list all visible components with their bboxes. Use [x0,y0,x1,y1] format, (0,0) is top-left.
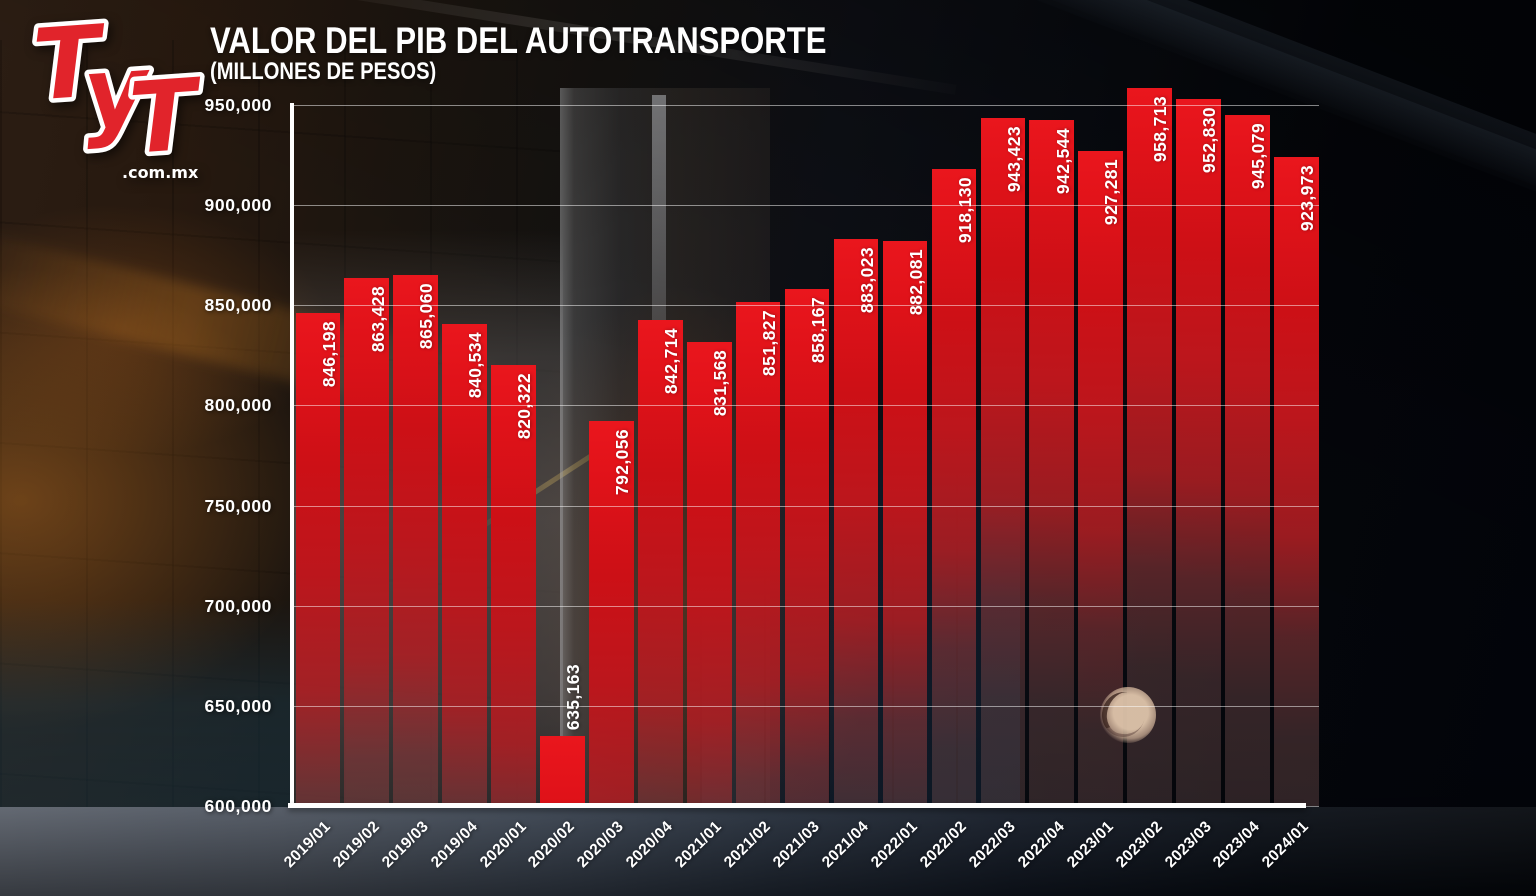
bar-value-text: 846,198 [318,320,339,387]
bar-value-label: 865,060 [393,283,438,379]
logo-letter-t1: T [30,5,112,124]
bar-value-text: 851,827 [758,309,779,376]
bar-value-label: 943,423 [981,126,1026,222]
bar-value-text: 958,713 [1150,95,1171,162]
tyt-logo-graphic: T y T .com.mx [25,0,212,182]
bar [589,421,634,806]
y-axis-tick-label: 650,000 [204,695,272,716]
bar-value-text: 842,714 [661,327,682,394]
bar [980,118,1026,806]
bar-value-text: 831,568 [710,350,731,417]
bar [784,288,830,806]
bar-value-text: 840,534 [465,332,486,399]
bar-value-text: 635,163 [563,663,584,730]
bar-value-text: 923,973 [1297,165,1318,232]
logo-domain: .com.mx [122,163,199,182]
bar-value-label: 792,056 [589,429,634,525]
y-axis-tick-label: 600,000 [204,796,272,816]
x-axis-line [288,803,1306,808]
bar-value-text: 943,423 [1003,126,1024,193]
bar-value-label: 851,827 [736,310,781,406]
bar-value-label: 952,830 [1176,107,1221,203]
tyt-logo: T y T .com.mx [25,0,212,197]
bar [1127,87,1172,806]
bar-value-text: 858,167 [807,296,828,363]
bar-value-text: 792,056 [612,429,633,496]
bar-value-label: 958,713 [1127,96,1172,192]
bar-value-label: 831,568 [687,350,732,446]
bar-value-text: 883,023 [856,247,877,314]
y-axis-tick-label: 750,000 [204,495,272,516]
gridline [293,105,1319,106]
gridline [293,705,1319,707]
bar [1225,114,1270,806]
bar [491,364,536,806]
bar-value-label: 918,130 [932,177,977,273]
bar-value-text: 945,079 [1248,122,1269,189]
bar [931,168,977,806]
bar [540,735,585,806]
bar-value-text: 863,428 [367,286,388,353]
bar-value-label: 883,023 [834,247,879,343]
bar [833,239,879,806]
bar-value-label: 942,544 [1029,128,1074,224]
bar-value-text: 882,081 [905,249,926,316]
bg-layer [0,807,1536,896]
gridline [293,605,1319,607]
bar-value-label: 927,281 [1078,159,1123,255]
y-axis-tick-label: 850,000 [204,295,272,316]
y-axis-tick-label: 900,000 [204,195,272,216]
bar [1176,99,1221,806]
bar-value-text: 865,060 [416,283,437,350]
gridline [293,205,1319,207]
lens-flare [1100,687,1156,743]
bar-value-label: 840,534 [442,332,487,428]
y-axis-tick-label: 700,000 [204,595,272,616]
bar-value-text: 942,544 [1052,127,1073,194]
gridline [293,505,1319,507]
bar-value-label: 842,714 [638,328,683,424]
bar-value-label: 820,322 [491,373,536,469]
bar [638,319,683,806]
logo-letter-t2: T [126,58,208,177]
gridline [293,305,1319,307]
logo-letter-y: y [80,33,156,151]
bar [686,342,732,806]
bar-value-label: 846,198 [296,321,341,417]
bar-value-text: 820,322 [514,372,535,439]
bar [1029,119,1075,806]
bar-value-label: 945,079 [1225,123,1270,219]
bar [442,324,487,806]
bar-value-text: 927,281 [1101,158,1122,225]
bar-value-text: 918,130 [954,176,975,243]
page-subtitle: (MILLONES DE PESOS) [210,58,437,85]
bar-value-label: 882,081 [883,249,928,345]
y-axis-tick-label: 800,000 [204,395,272,416]
bar-value-label: 863,428 [344,286,389,382]
bar-value-label: 858,167 [785,297,830,393]
bar [735,301,781,806]
gridline [293,405,1319,407]
bar [344,278,390,806]
bar-value-label: 923,973 [1274,165,1319,261]
bar [393,275,438,806]
bar [882,241,928,806]
page-title: VALOR DEL PIB DEL AUTOTRANSPORTE [210,20,827,61]
bar-value-label: 635,163 [540,634,585,730]
y-axis-tick-label: 950,000 [204,95,272,115]
bar-value-text: 952,830 [1199,107,1220,174]
bar [295,312,341,806]
y-axis-line [290,103,294,807]
bar [1274,157,1319,806]
